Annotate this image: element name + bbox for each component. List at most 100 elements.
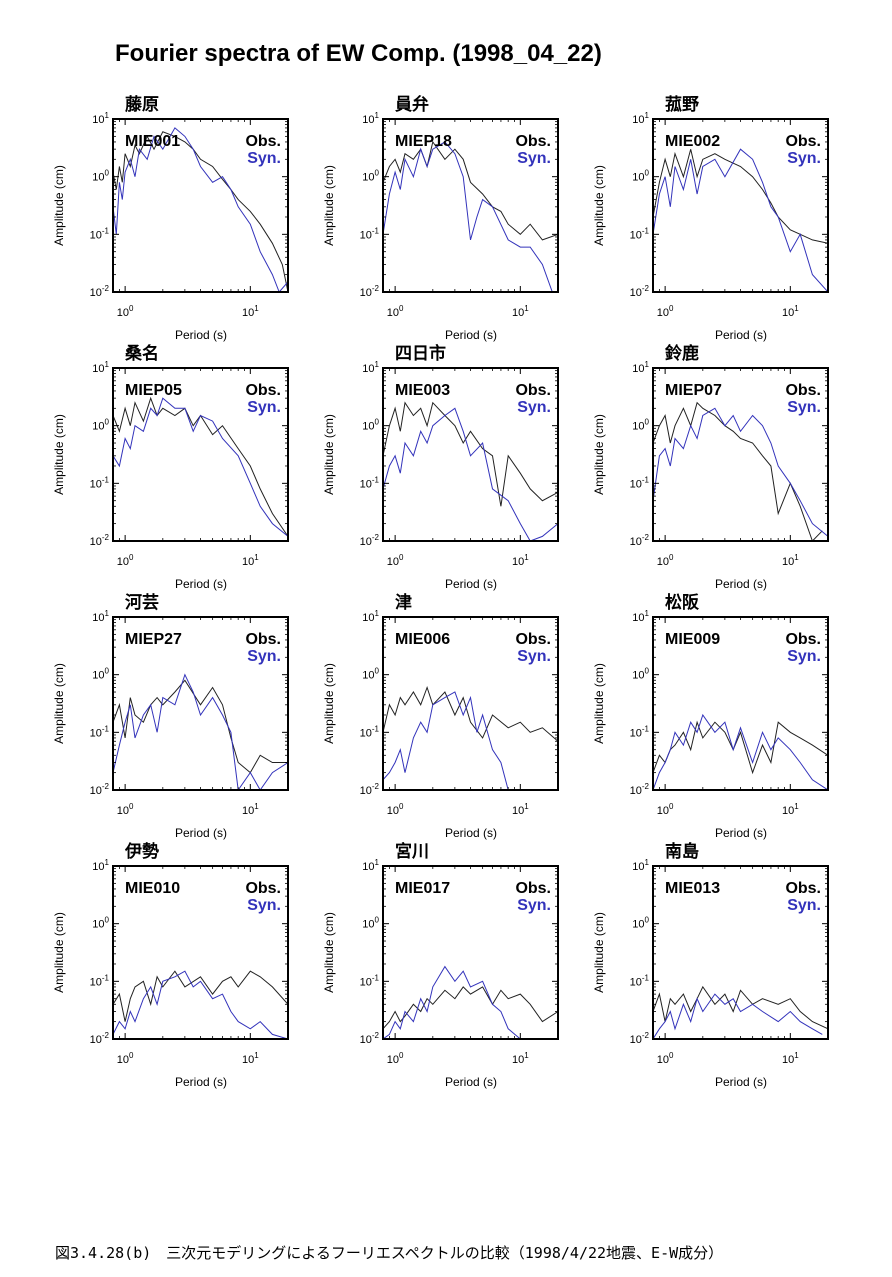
y-axis-label: Amplitude (cm) [52, 912, 66, 993]
x-tick-label: 100 [117, 1051, 134, 1066]
y-axis-label: Amplitude (cm) [322, 912, 336, 993]
y-tick-label: 10-1 [90, 973, 110, 988]
place-name: 菰野 [665, 95, 699, 114]
x-tick-label: 100 [657, 553, 674, 568]
y-axis-label: Amplitude (cm) [52, 414, 66, 495]
station-code: MIEP05 [125, 382, 182, 399]
figure-caption: 図3.4.28(b) 三次元モデリングによるフーリエスペクトルの比較（1998/… [55, 1244, 724, 1262]
y-axis-label: Amplitude (cm) [322, 663, 336, 744]
x-axis-label: Period (s) [175, 826, 227, 840]
legend-obs: Obs. [785, 631, 821, 648]
y-tick-label: 10-1 [630, 226, 650, 241]
y-tick-label: 101 [362, 858, 379, 873]
y-tick-label: 10-1 [360, 973, 380, 988]
y-tick-label: 10-1 [360, 226, 380, 241]
y-tick-label: 10-1 [360, 724, 380, 739]
legend-syn: Syn. [517, 648, 551, 665]
x-axis-label: Period (s) [175, 577, 227, 591]
x-tick-label: 100 [387, 802, 404, 817]
legend-syn: Syn. [787, 399, 821, 416]
place-name: 松阪 [665, 592, 699, 612]
legend-obs: Obs. [785, 133, 821, 150]
y-tick-label: 10-2 [360, 782, 380, 797]
place-name: 藤原 [125, 95, 159, 114]
obs-series-line [113, 396, 288, 537]
syn-series-line [113, 673, 288, 790]
y-tick-label: 101 [632, 111, 649, 126]
place-name: 南島 [665, 841, 699, 861]
y-tick-label: 10-2 [360, 284, 380, 299]
syn-series-line [383, 965, 521, 1039]
x-axis-label: Period (s) [715, 826, 767, 840]
y-tick-label: 100 [92, 667, 109, 682]
x-axis-label: Period (s) [175, 1075, 227, 1089]
x-tick-label: 101 [512, 1051, 529, 1066]
place-name: 津 [395, 592, 412, 612]
x-tick-label: 101 [782, 1051, 799, 1066]
obs-series-line [653, 401, 823, 541]
station-code: MIEP27 [125, 631, 182, 648]
syn-series-line [383, 141, 553, 292]
y-axis-label: Amplitude (cm) [592, 165, 606, 246]
syn-series-line [113, 397, 288, 537]
x-tick-label: 101 [512, 553, 529, 568]
place-name: 桑名 [125, 343, 159, 363]
x-tick-label: 101 [782, 553, 799, 568]
syn-series-line [653, 407, 828, 537]
y-tick-label: 101 [362, 360, 379, 375]
y-tick-label: 10-2 [90, 782, 110, 797]
y-tick-label: 101 [362, 111, 379, 126]
spectrum-panel-mie009: 松阪 101 100 10-1 10-2 100 101 Period (s) Amplitud… [592, 592, 829, 840]
syn-series-line [383, 691, 509, 790]
obs-series-line [383, 986, 558, 1030]
y-tick-label: 10-1 [90, 724, 110, 739]
y-tick-label: 10-1 [630, 475, 650, 490]
legend-syn: Syn. [247, 897, 281, 914]
station-code: MIE010 [125, 880, 180, 897]
station-code: MIE006 [395, 631, 450, 648]
y-tick-label: 10-1 [630, 724, 650, 739]
y-tick-label: 10-1 [90, 475, 110, 490]
place-name: 員弁 [394, 94, 429, 114]
legend-syn: Syn. [517, 897, 551, 914]
legend-syn: Syn. [247, 150, 281, 167]
x-axis-label: Period (s) [445, 577, 497, 591]
obs-series-line [383, 401, 558, 507]
legend-obs: Obs. [245, 631, 281, 648]
legend-syn: Syn. [517, 150, 551, 167]
y-tick-label: 101 [92, 360, 109, 375]
x-tick-label: 101 [512, 304, 529, 319]
obs-series-line [113, 679, 288, 774]
legend-obs: Obs. [785, 382, 821, 399]
x-tick-label: 101 [782, 304, 799, 319]
y-tick-label: 10-2 [90, 284, 110, 299]
x-tick-label: 100 [117, 802, 134, 817]
y-axis-label: Amplitude (cm) [322, 414, 336, 495]
y-tick-label: 100 [632, 667, 649, 682]
page-title: Fourier spectra of EW Comp. (1998_04_22) [115, 40, 602, 67]
legend-syn: Syn. [247, 399, 281, 416]
y-tick-label: 10-2 [90, 533, 110, 548]
syn-series-line [383, 407, 558, 541]
x-tick-label: 100 [387, 1051, 404, 1066]
y-tick-label: 100 [632, 169, 649, 184]
x-tick-label: 100 [657, 802, 674, 817]
x-tick-label: 101 [782, 802, 799, 817]
x-axis-label: Period (s) [715, 577, 767, 591]
y-tick-label: 101 [92, 858, 109, 873]
place-name: 鈴鹿 [665, 343, 699, 363]
x-tick-label: 100 [117, 304, 134, 319]
syn-series-line [113, 127, 288, 292]
spectrum-panel-mie013: 南島 101 100 10-1 10-2 100 101 Period (s) Amplitud… [592, 841, 829, 1089]
legend-syn: Syn. [787, 150, 821, 167]
y-tick-label: 101 [92, 111, 109, 126]
y-axis-label: Amplitude (cm) [52, 663, 66, 744]
x-axis-label: Period (s) [715, 1075, 767, 1089]
legend-obs: Obs. [245, 382, 281, 399]
legend-obs: Obs. [515, 631, 551, 648]
place-name: 伊勢 [124, 841, 159, 861]
station-code: MIE017 [395, 880, 450, 897]
y-tick-label: 10-2 [360, 533, 380, 548]
station-code: MIE001 [125, 133, 180, 150]
y-tick-label: 10-2 [630, 284, 650, 299]
